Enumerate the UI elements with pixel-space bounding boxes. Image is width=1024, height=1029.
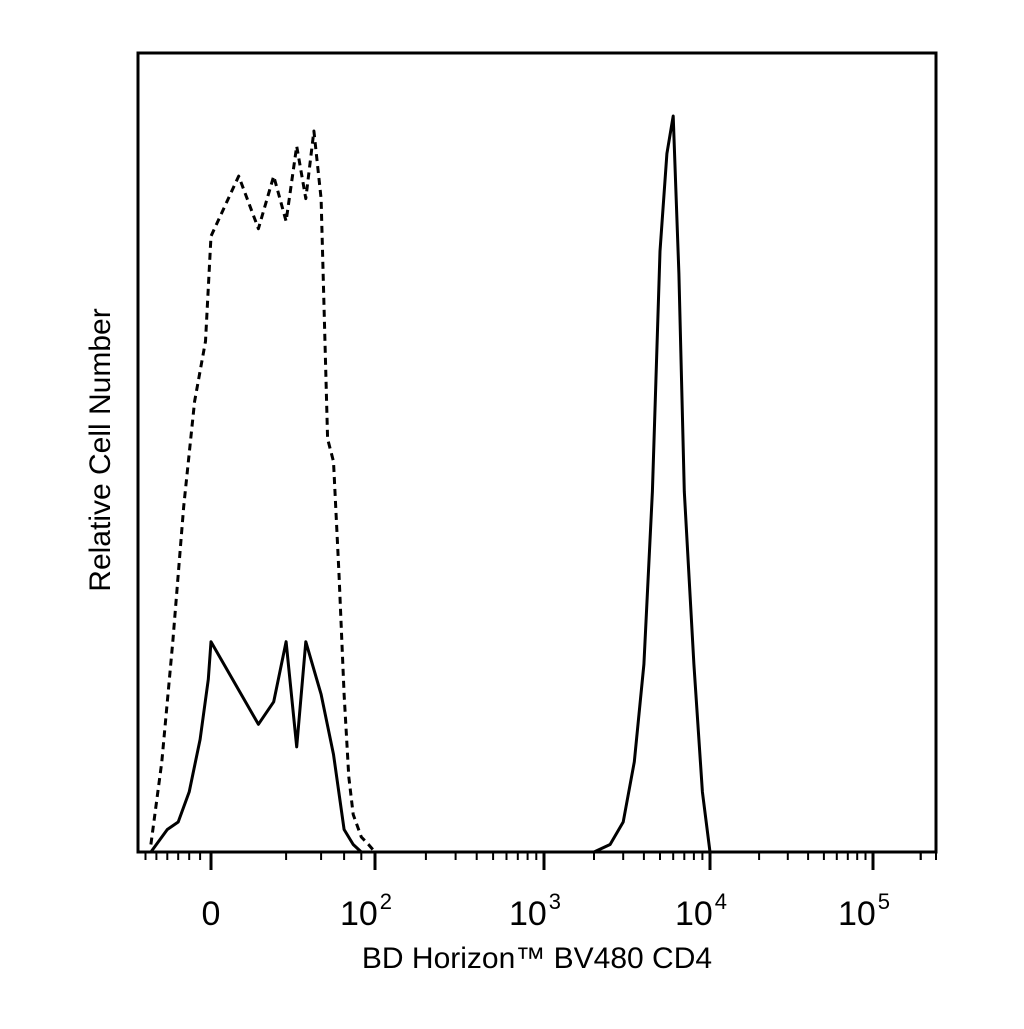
series-line-2 [149, 114, 717, 854]
tick-label-layer: 0 102 103 104 105 [202, 852, 890, 933]
y-axis-label: Relative Cell Number [84, 308, 117, 591]
x-tick-label-3: 103 [509, 889, 561, 933]
x-axis-label: BD Horizon™ BV480 CD4 [362, 942, 712, 975]
series-layer [149, 114, 717, 854]
x-tick-label-5: 105 [838, 889, 890, 933]
x-tick-label-2: 102 [340, 889, 392, 933]
x-tick-label-1: 0 [202, 895, 221, 933]
minor-tick-layer [144, 852, 937, 860]
series-line-1 [149, 129, 389, 854]
x-tick-label-4: 104 [675, 889, 727, 933]
plot-frame [136, 51, 938, 854]
